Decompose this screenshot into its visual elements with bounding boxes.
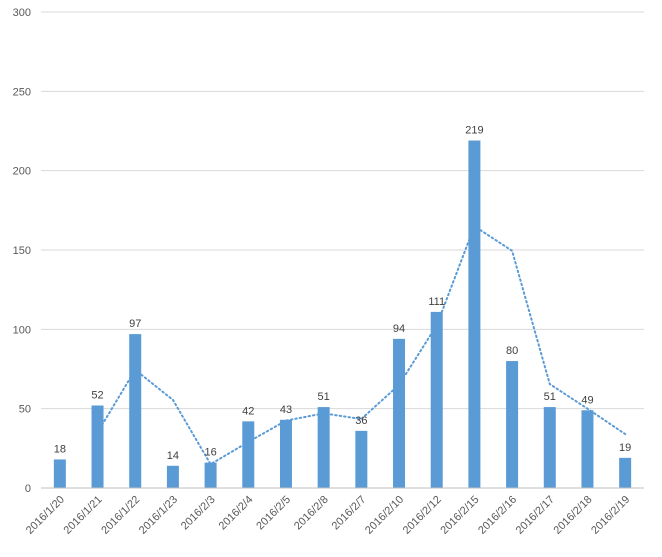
x-axis-ticks: 2016/1/202016/1/212016/1/222016/1/232016…: [24, 494, 632, 537]
x-tick-label: 2016/1/23: [137, 494, 180, 537]
data-label: 19: [619, 442, 631, 454]
data-label: 42: [242, 405, 254, 417]
y-tick-label: 200: [13, 166, 31, 178]
data-label: 36: [355, 415, 367, 427]
x-tick-label: 2016/2/15: [438, 494, 481, 537]
bar: [166, 465, 179, 488]
y-tick-label: 100: [13, 324, 31, 336]
x-tick-label: 2016/1/21: [62, 494, 105, 537]
x-tick-label: 2016/2/5: [254, 494, 293, 533]
data-label: 111: [428, 296, 445, 308]
bar: [242, 421, 255, 488]
bar: [393, 338, 406, 488]
data-label: 18: [54, 443, 66, 455]
x-tick-label: 2016/2/8: [292, 494, 331, 533]
data-label: 51: [318, 391, 330, 403]
bar: [581, 410, 594, 488]
bar: [543, 407, 556, 488]
x-tick-label: 2016/2/10: [363, 494, 406, 537]
data-label: 16: [204, 447, 216, 459]
y-axis-ticks: 0 50 100 150 200 250 300: [13, 7, 31, 495]
data-label: 97: [129, 318, 141, 330]
data-label: 219: [465, 125, 483, 137]
data-label: 80: [506, 345, 518, 357]
x-tick-label: 2016/1/20: [24, 494, 67, 537]
x-tick-label: 2016/1/22: [99, 494, 142, 537]
bars: [53, 140, 632, 488]
bar: [468, 140, 481, 488]
x-tick-label: 2016/2/18: [552, 494, 595, 537]
x-tick-label: 2016/2/4: [217, 494, 256, 533]
bar: [204, 462, 217, 488]
bar: [279, 419, 292, 488]
y-tick-label: 150: [13, 245, 31, 257]
x-tick-label: 2016/2/3: [179, 494, 218, 533]
bar: [506, 361, 519, 488]
x-tick-label: 2016/2/19: [589, 494, 632, 537]
bar: [53, 459, 66, 488]
x-tick-label: 2016/2/12: [401, 494, 444, 537]
y-tick-label: 0: [25, 483, 31, 495]
data-label: 14: [167, 450, 179, 462]
trendline: [96, 224, 627, 466]
bar: [355, 430, 368, 488]
x-tick-label: 2016/2/16: [476, 494, 519, 537]
data-label: 51: [544, 391, 556, 403]
y-tick-label: 50: [19, 404, 31, 416]
data-label: 43: [280, 404, 292, 416]
data-label: 94: [393, 323, 405, 335]
y-tick-label: 300: [13, 7, 31, 19]
bar: [91, 405, 104, 488]
bar: [129, 334, 142, 488]
moving-average-line: [96, 224, 627, 466]
data-label: 52: [91, 389, 103, 401]
data-labels: 18 52 97 14 16 42 43 51 36 94 111 219 80 51 49 19: [54, 125, 632, 462]
y-tick-label: 250: [13, 86, 31, 98]
bar: [317, 407, 330, 488]
x-tick-label: 2016/2/7: [330, 494, 369, 533]
x-tick-label: 2016/2/17: [514, 494, 557, 537]
gridlines: [41, 11, 644, 410]
data-label: 49: [581, 394, 593, 406]
bar: [619, 457, 632, 488]
bar: [430, 311, 443, 488]
